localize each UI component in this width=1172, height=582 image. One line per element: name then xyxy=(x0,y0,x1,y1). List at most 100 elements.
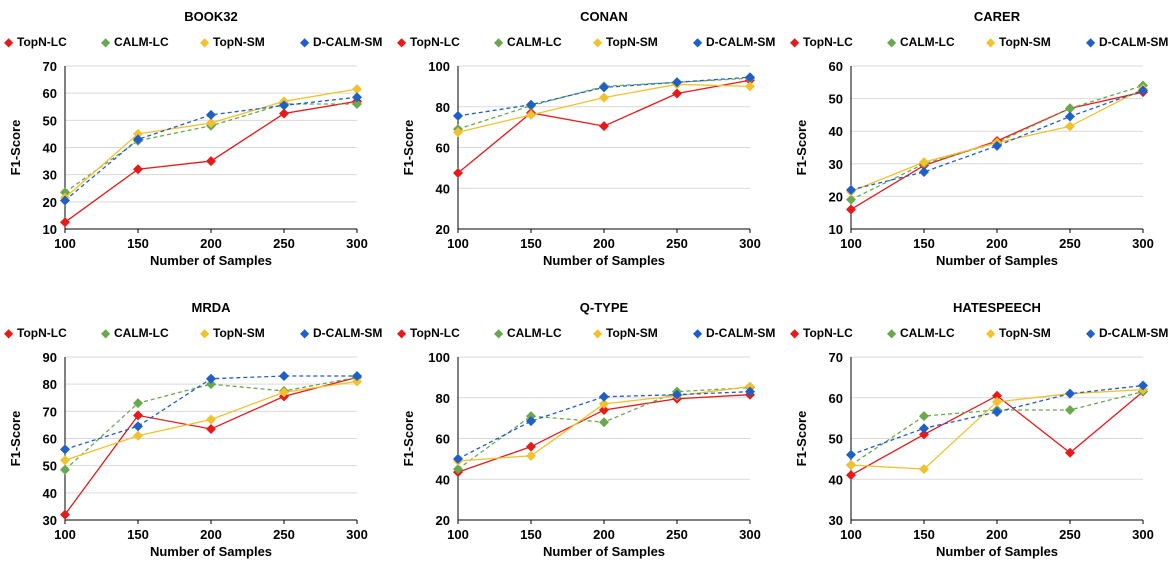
legend-entry-topn-sm: TopN-SM xyxy=(213,326,265,340)
x-axis-label: Number of Samples xyxy=(936,544,1058,559)
x-tick-label: 100 xyxy=(840,527,862,542)
data-point-d-calm-sm xyxy=(1138,85,1148,96)
legend-marker-icon: ◆ xyxy=(1086,326,1096,340)
data-point-topn-sm xyxy=(206,118,216,129)
y-tick-label: 80 xyxy=(436,391,450,406)
y-tick-label: 60 xyxy=(829,59,843,74)
data-point-topn-lc xyxy=(599,404,609,415)
legend-marker-icon: ◆ xyxy=(4,326,14,340)
x-tick-label: 300 xyxy=(346,527,368,542)
data-point-d-calm-sm xyxy=(1065,388,1075,399)
y-tick-label: 40 xyxy=(436,181,450,196)
x-tick-label: 300 xyxy=(739,527,761,542)
y-tick-label: 40 xyxy=(43,141,57,156)
x-tick-label: 250 xyxy=(666,527,688,542)
legend-entry-calm-lc: CALM-LC xyxy=(114,326,169,340)
x-tick-label: 100 xyxy=(54,236,76,251)
legend-marker-icon: ◆ xyxy=(693,326,703,340)
data-point-d-calm-sm xyxy=(1138,380,1148,391)
data-point-topn-lc xyxy=(1065,447,1075,458)
legend-marker-icon: ◆ xyxy=(494,326,504,340)
data-point-d-calm-sm xyxy=(133,421,143,432)
legend-entry-topn-lc: TopN-LC xyxy=(17,326,67,340)
data-point-topn-lc xyxy=(526,441,536,452)
data-point-topn-sm xyxy=(352,376,362,387)
data-point-d-calm-sm xyxy=(60,195,70,206)
data-point-topn-sm xyxy=(919,157,929,168)
series-line-calm-lc xyxy=(457,77,751,130)
legend-marker-icon: ◆ xyxy=(790,326,800,340)
data-point-d-calm-sm xyxy=(279,100,289,111)
y-tick-label: 30 xyxy=(43,513,57,528)
y-tick-label: 70 xyxy=(43,404,57,419)
data-point-d-calm-sm xyxy=(992,407,1002,418)
series-line-d-calm-sm xyxy=(850,384,1144,456)
legend-entry-calm-lc: CALM-LC xyxy=(507,326,562,340)
x-tick-label: 200 xyxy=(986,527,1008,542)
data-point-topn-lc xyxy=(206,423,216,434)
x-tick-label: 300 xyxy=(1132,527,1154,542)
legend-entry-topn-sm: TopN-SM xyxy=(213,35,265,49)
x-tick-label: 200 xyxy=(593,527,615,542)
data-point-calm-lc xyxy=(206,379,216,390)
data-point-topn-sm xyxy=(919,464,929,475)
y-tick-label: 30 xyxy=(43,168,57,183)
legend-marker-icon: ◆ xyxy=(986,35,996,49)
legend-marker-icon: ◆ xyxy=(300,35,310,49)
data-point-topn-sm xyxy=(846,459,856,470)
y-axis-label: F1-Score xyxy=(401,411,416,467)
data-point-calm-lc xyxy=(60,187,70,198)
data-point-topn-lc xyxy=(846,204,856,215)
data-point-calm-lc xyxy=(599,417,609,428)
y-axis-label: F1-Score xyxy=(794,120,809,176)
y-tick-label: 30 xyxy=(829,513,843,528)
x-tick-label: 300 xyxy=(346,236,368,251)
data-point-calm-lc xyxy=(919,411,929,422)
x-tick-label: 100 xyxy=(54,527,76,542)
data-point-d-calm-sm xyxy=(919,166,929,177)
data-point-topn-sm xyxy=(206,414,216,425)
data-point-topn-lc xyxy=(279,108,289,119)
data-point-d-calm-sm xyxy=(526,416,536,427)
data-point-topn-sm xyxy=(133,128,143,139)
y-tick-label: 40 xyxy=(43,486,57,501)
legend-marker-icon: ◆ xyxy=(4,35,14,49)
legend-entry-d-calm-sm: D-CALM-SM xyxy=(313,326,382,340)
y-tick-label: 80 xyxy=(436,100,450,115)
legend-entry-d-calm-sm: D-CALM-SM xyxy=(706,326,775,340)
legend-entry-topn-lc: TopN-LC xyxy=(410,326,460,340)
legend-marker-icon: ◆ xyxy=(200,35,210,49)
y-tick-label: 40 xyxy=(829,472,843,487)
y-tick-label: 70 xyxy=(829,350,843,365)
chart-title: HATESPEECH xyxy=(953,300,1041,315)
legend-entry-calm-lc: CALM-LC xyxy=(900,35,955,49)
chart-title: CONAN xyxy=(580,9,628,24)
legend-marker-icon: ◆ xyxy=(494,35,504,49)
data-point-d-calm-sm xyxy=(672,389,682,400)
data-point-topn-sm xyxy=(1065,121,1075,132)
legend-marker-icon: ◆ xyxy=(300,326,310,340)
data-point-topn-lc xyxy=(206,156,216,167)
y-tick-label: 50 xyxy=(829,92,843,107)
y-tick-label: 20 xyxy=(436,222,450,237)
x-tick-label: 300 xyxy=(1132,236,1154,251)
y-tick-label: 10 xyxy=(43,222,57,237)
data-point-d-calm-sm xyxy=(60,444,70,455)
series-line-topn-sm xyxy=(64,88,358,199)
data-point-d-calm-sm xyxy=(672,77,682,88)
chart-title: BOOK32 xyxy=(184,9,237,24)
data-point-d-calm-sm xyxy=(352,371,362,382)
x-tick-label: 150 xyxy=(520,236,542,251)
legend-entry-topn-sm: TopN-SM xyxy=(999,35,1051,49)
data-point-topn-sm xyxy=(60,455,70,466)
data-point-topn-sm xyxy=(453,127,463,138)
data-point-d-calm-sm xyxy=(206,373,216,384)
x-tick-label: 200 xyxy=(593,236,615,251)
data-point-calm-lc xyxy=(1065,103,1075,114)
y-tick-label: 20 xyxy=(436,513,450,528)
chart-title: Q-TYPE xyxy=(580,300,629,315)
x-tick-label: 100 xyxy=(840,236,862,251)
x-axis-label: Number of Samples xyxy=(936,253,1058,268)
data-point-topn-lc xyxy=(60,217,70,228)
